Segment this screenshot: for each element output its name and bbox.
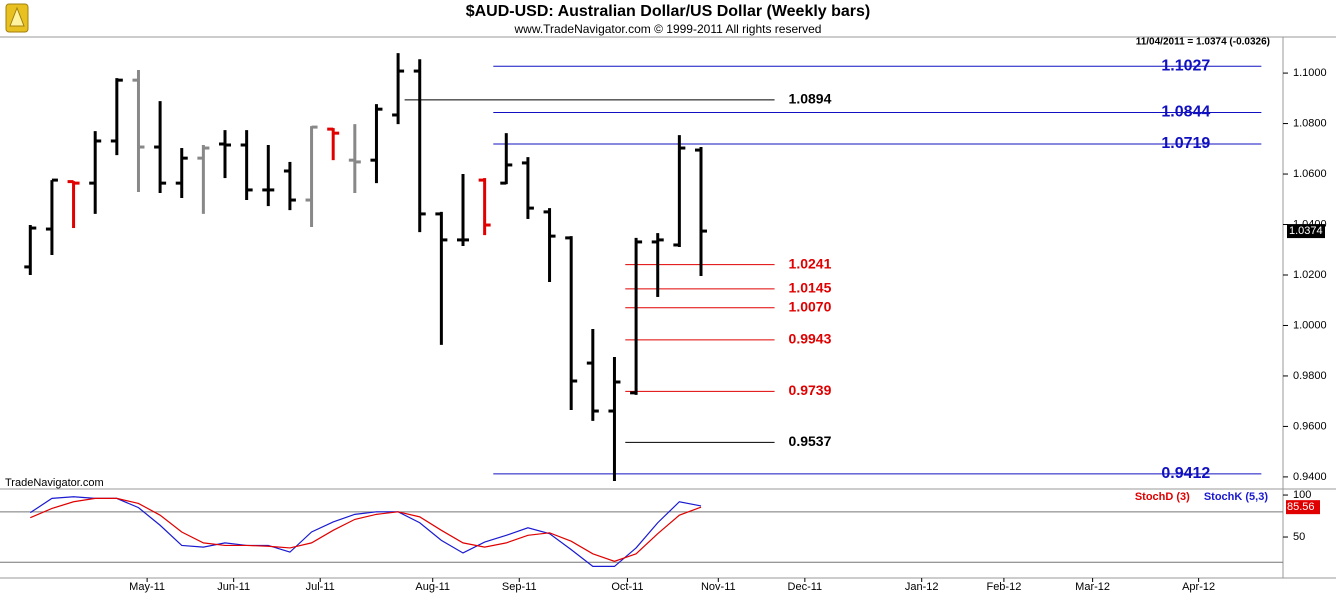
- last-price-box: [1287, 224, 1325, 239]
- level-label: 0.9412: [1161, 465, 1210, 482]
- last-price-label: 1.0374: [1289, 225, 1323, 237]
- x-tick-label: Jun-11: [217, 581, 250, 593]
- x-tick-label: Sep-11: [502, 581, 537, 593]
- x-tick-label: Mar-12: [1075, 581, 1110, 593]
- stoch-line: [30, 497, 702, 563]
- x-tick-label: Nov-11: [701, 581, 736, 593]
- level-label: 0.9537: [789, 433, 832, 449]
- y-tick-label: 0.9400: [1293, 471, 1327, 483]
- x-tick-label: May-11: [129, 581, 165, 593]
- level-label: 0.9739: [789, 382, 832, 398]
- level-label: 0.9943: [789, 331, 832, 347]
- level-label: 1.0719: [1161, 135, 1210, 152]
- chart-title: $AUD-USD: Australian Dollar/US Dollar (W…: [466, 3, 871, 20]
- legend-entry: StochK (5,3): [1204, 491, 1269, 503]
- x-tick-label: Jan-12: [905, 581, 939, 593]
- x-tick-label: Jul-11: [306, 581, 335, 593]
- y-tick-label: 1.0600: [1293, 168, 1327, 180]
- y-tick-label: 0.9600: [1293, 420, 1327, 432]
- watermark: TradeNavigator.com: [5, 477, 104, 489]
- y-tick-label: 1.0200: [1293, 269, 1327, 281]
- level-label: 1.0894: [789, 91, 832, 107]
- last-value-box: [1286, 500, 1320, 515]
- level-label: 1.0241: [789, 255, 832, 271]
- y-tick-label: 50: [1293, 531, 1305, 543]
- y-tick-label: 1.0800: [1293, 117, 1327, 129]
- x-tick-label: Aug-11: [415, 581, 450, 593]
- x-tick-label: Apr-12: [1182, 581, 1215, 593]
- x-tick-label: Oct-11: [611, 581, 643, 593]
- last-value-label: 85.56: [1287, 501, 1315, 513]
- logo: [5, 3, 29, 33]
- level-label: 1.1027: [1161, 57, 1210, 74]
- level-label: 1.0844: [1161, 104, 1210, 121]
- last-note: 11/04/2011 = 1.0374 (-0.0326): [1136, 37, 1270, 48]
- x-tick-label: Feb-12: [986, 581, 1021, 593]
- y-tick-label: 1.1000: [1293, 67, 1327, 79]
- level-label: 1.0070: [789, 299, 832, 315]
- x-tick-label: Dec-11: [788, 581, 823, 593]
- y-tick-label: 1.0000: [1293, 319, 1327, 331]
- stoch-line: [29, 496, 702, 568]
- legend-entry: StochD (3): [1135, 491, 1190, 503]
- chart-subtitle: www.TradeNavigator.com © 1999-2011 All r…: [514, 22, 822, 36]
- y-tick-label: 0.9800: [1293, 370, 1327, 382]
- level-label: 1.0145: [789, 280, 832, 296]
- y-tick-label: 100: [1293, 489, 1311, 501]
